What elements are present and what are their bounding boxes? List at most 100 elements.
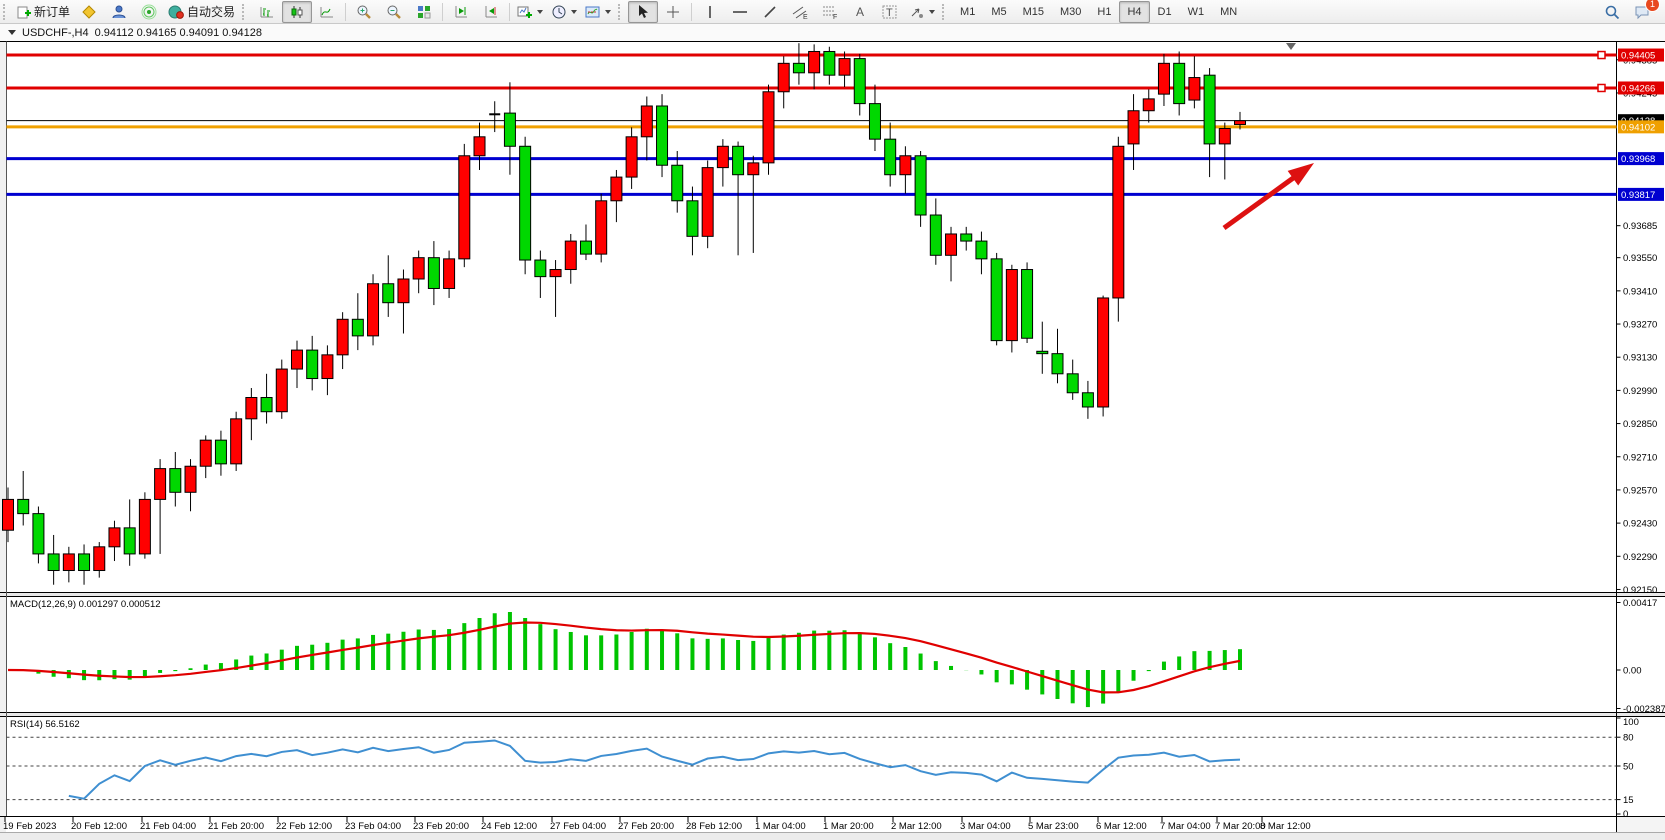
periods-button[interactable] xyxy=(547,1,581,23)
candle xyxy=(808,44,821,90)
chart-shift-button[interactable] xyxy=(446,1,476,23)
notifications-button[interactable]: 1 xyxy=(1627,0,1660,23)
trendline-button[interactable] xyxy=(755,1,785,23)
chart-ohlc-values: 0.94112 0.94165 0.94091 0.94128 xyxy=(94,26,263,39)
styles-button[interactable] xyxy=(74,1,104,23)
group-grip xyxy=(942,3,949,20)
pane-divider[interactable] xyxy=(0,712,1665,717)
candle xyxy=(1203,68,1216,178)
candle xyxy=(534,250,547,298)
bar-chart-button[interactable] xyxy=(252,1,282,23)
candle xyxy=(351,293,364,351)
rsi-tick-label: 15 xyxy=(1623,795,1634,806)
timeframe-m1-button[interactable]: M1 xyxy=(952,1,983,23)
window-menu-icon[interactable] xyxy=(8,30,16,35)
arrows-button[interactable] xyxy=(905,1,939,23)
candle xyxy=(884,122,897,187)
macd-label: MACD(12,26,9) 0.001297 0.000512 xyxy=(10,599,161,610)
timeframe-m30-button[interactable]: M30 xyxy=(1052,1,1089,23)
candle xyxy=(214,430,227,476)
profile-button[interactable] xyxy=(104,1,134,23)
chart-shift-marker[interactable] xyxy=(1286,43,1296,50)
timeframe-w1-button[interactable]: W1 xyxy=(1180,1,1213,23)
time-tick-label: 19 Feb 2023 xyxy=(3,821,56,832)
templates-button[interactable] xyxy=(581,1,615,23)
search-button[interactable] xyxy=(1597,1,1627,23)
candle xyxy=(975,231,988,275)
auto-scroll-button[interactable] xyxy=(476,1,506,23)
price-tick-label: 0.92710 xyxy=(1623,452,1657,463)
svg-text:0.94102: 0.94102 xyxy=(1621,122,1655,133)
macd-pane[interactable]: 0.00417 0.00 -0.002387 MACD(12,26,9) 0.0012… xyxy=(7,598,1665,715)
candle xyxy=(716,139,729,187)
cursor-button[interactable] xyxy=(628,0,659,23)
candle xyxy=(1112,136,1125,322)
time-tick-label: 8 Mar 12:00 xyxy=(1260,821,1311,832)
candlestick-chart-icon xyxy=(291,5,303,18)
equidistant-channel-button[interactable]: E xyxy=(785,1,815,23)
candle xyxy=(382,255,395,317)
arrow-object-shaft[interactable] xyxy=(1222,172,1300,231)
candle xyxy=(260,373,273,424)
price-axis[interactable]: 0.943850.942450.936850.935500.934100.932… xyxy=(1616,48,1665,596)
fibonacci-button[interactable]: F xyxy=(815,1,845,23)
tile-windows-button[interactable] xyxy=(409,1,439,23)
horizontal-line-button[interactable] xyxy=(725,1,755,23)
auto-trading-button[interactable]: 自动交易 xyxy=(164,1,239,23)
candle xyxy=(777,56,790,109)
zoom-in-button[interactable] xyxy=(349,1,379,23)
time-axis[interactable]: 19 Feb 2023 20 Feb 12:00 21 Feb 04:00 21 Fe… xyxy=(3,817,1311,832)
timeframe-d1-button[interactable]: D1 xyxy=(1150,1,1180,23)
timeframe-h1-button[interactable]: H1 xyxy=(1089,1,1119,23)
svg-text:T: T xyxy=(886,7,893,19)
candle xyxy=(184,459,197,512)
candle xyxy=(427,241,440,306)
timeframe-m5-button[interactable]: M5 xyxy=(983,1,1014,23)
timeframe-m15-button[interactable]: M15 xyxy=(1015,1,1052,23)
candle xyxy=(914,151,927,227)
signals-button[interactable] xyxy=(134,1,164,23)
candle xyxy=(853,53,866,116)
candle-chart-button[interactable] xyxy=(282,0,313,23)
pane-divider[interactable] xyxy=(0,592,1665,597)
chart-shift-icon xyxy=(455,5,468,17)
cursor-icon xyxy=(639,5,649,18)
new-chart-button[interactable] xyxy=(513,1,547,23)
candle xyxy=(245,388,258,441)
candle xyxy=(1218,122,1231,180)
zoom-out-icon xyxy=(387,5,401,19)
new-order-icon xyxy=(17,6,31,18)
time-tick-label: 23 Feb 04:00 xyxy=(345,821,401,832)
candle xyxy=(199,435,212,479)
zoom-out-button[interactable] xyxy=(379,1,409,23)
auto-trading-icon xyxy=(168,5,184,19)
crosshair-button[interactable] xyxy=(658,1,688,23)
line-chart-button[interactable] xyxy=(312,1,342,23)
text-label-button[interactable]: T xyxy=(875,1,905,23)
time-tick-label: 21 Feb 20:00 xyxy=(208,821,264,832)
candle xyxy=(1173,51,1186,116)
candle xyxy=(945,226,958,282)
text-button[interactable]: A xyxy=(845,1,875,23)
price-tick-label: 0.92430 xyxy=(1623,519,1657,530)
bar-chart-icon xyxy=(260,6,274,17)
new-order-button[interactable]: 新订单 xyxy=(13,1,74,23)
candle xyxy=(671,151,684,213)
time-tick-label: 1 Mar 04:00 xyxy=(755,821,806,832)
fibonacci-icon: F xyxy=(823,6,837,20)
macd-signal-line xyxy=(7,621,1241,694)
price-tick-label: 0.93410 xyxy=(1623,286,1657,297)
resistance-line-1-end-marker[interactable] xyxy=(1597,50,1606,60)
price-label-box: 0.93968 xyxy=(1618,152,1664,166)
timeframe-mn-button[interactable]: MN xyxy=(1212,1,1245,23)
timeframe-h4-button[interactable]: H4 xyxy=(1119,0,1150,23)
line-chart-icon xyxy=(320,6,334,17)
resistance-line-2-end-marker[interactable] xyxy=(1597,83,1606,93)
arrow-object-head[interactable] xyxy=(1287,163,1314,186)
candle xyxy=(899,146,912,194)
notification-badge: 1 xyxy=(1645,0,1660,12)
rsi-pane[interactable]: 100 80 50 15 0 RSI(14) 56.5162 xyxy=(6,717,1639,820)
vertical-line-button[interactable] xyxy=(695,1,725,23)
new-order-label: 新订单 xyxy=(34,5,71,19)
